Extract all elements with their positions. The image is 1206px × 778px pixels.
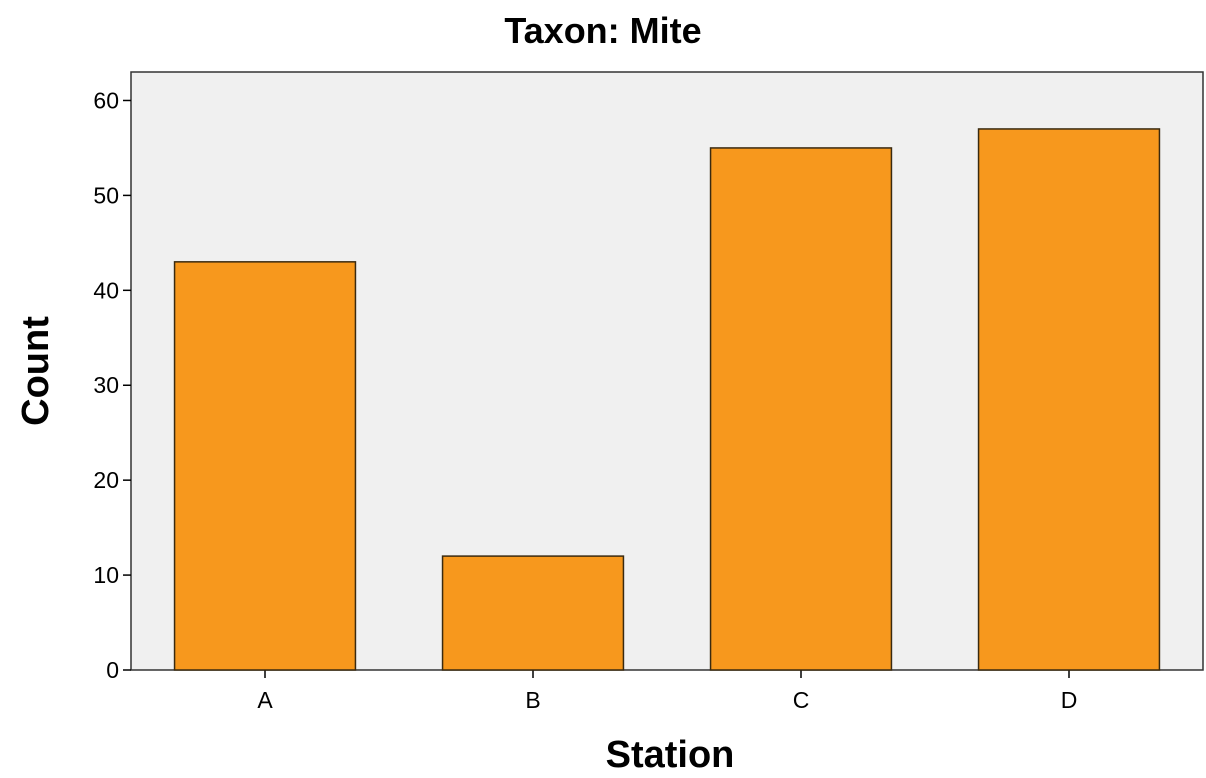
x-axis-label: Station (606, 734, 735, 776)
x-tick-label: A (257, 687, 273, 713)
x-tick-label: D (1061, 687, 1078, 713)
x-axis: A B C D (257, 670, 1077, 713)
y-tick-label: 0 (106, 657, 119, 683)
bar-a (173, 261, 357, 671)
bar-c (709, 147, 893, 671)
y-axis: 0 10 20 30 40 50 60 (93, 87, 131, 683)
y-tick-label: 10 (93, 562, 119, 588)
x-tick-label: C (793, 687, 810, 713)
x-tick-label: B (525, 687, 540, 713)
bar-b (441, 555, 625, 671)
y-axis-label: Count (15, 316, 57, 426)
bar-d (977, 128, 1161, 671)
bars (173, 128, 1161, 671)
y-tick-label: 60 (93, 87, 119, 113)
y-tick-label: 40 (93, 277, 119, 303)
y-tick-label: 50 (93, 182, 119, 208)
y-tick-label: 30 (93, 372, 119, 398)
chart-title: Taxon: Mite (504, 10, 701, 51)
y-tick-label: 20 (93, 467, 119, 493)
